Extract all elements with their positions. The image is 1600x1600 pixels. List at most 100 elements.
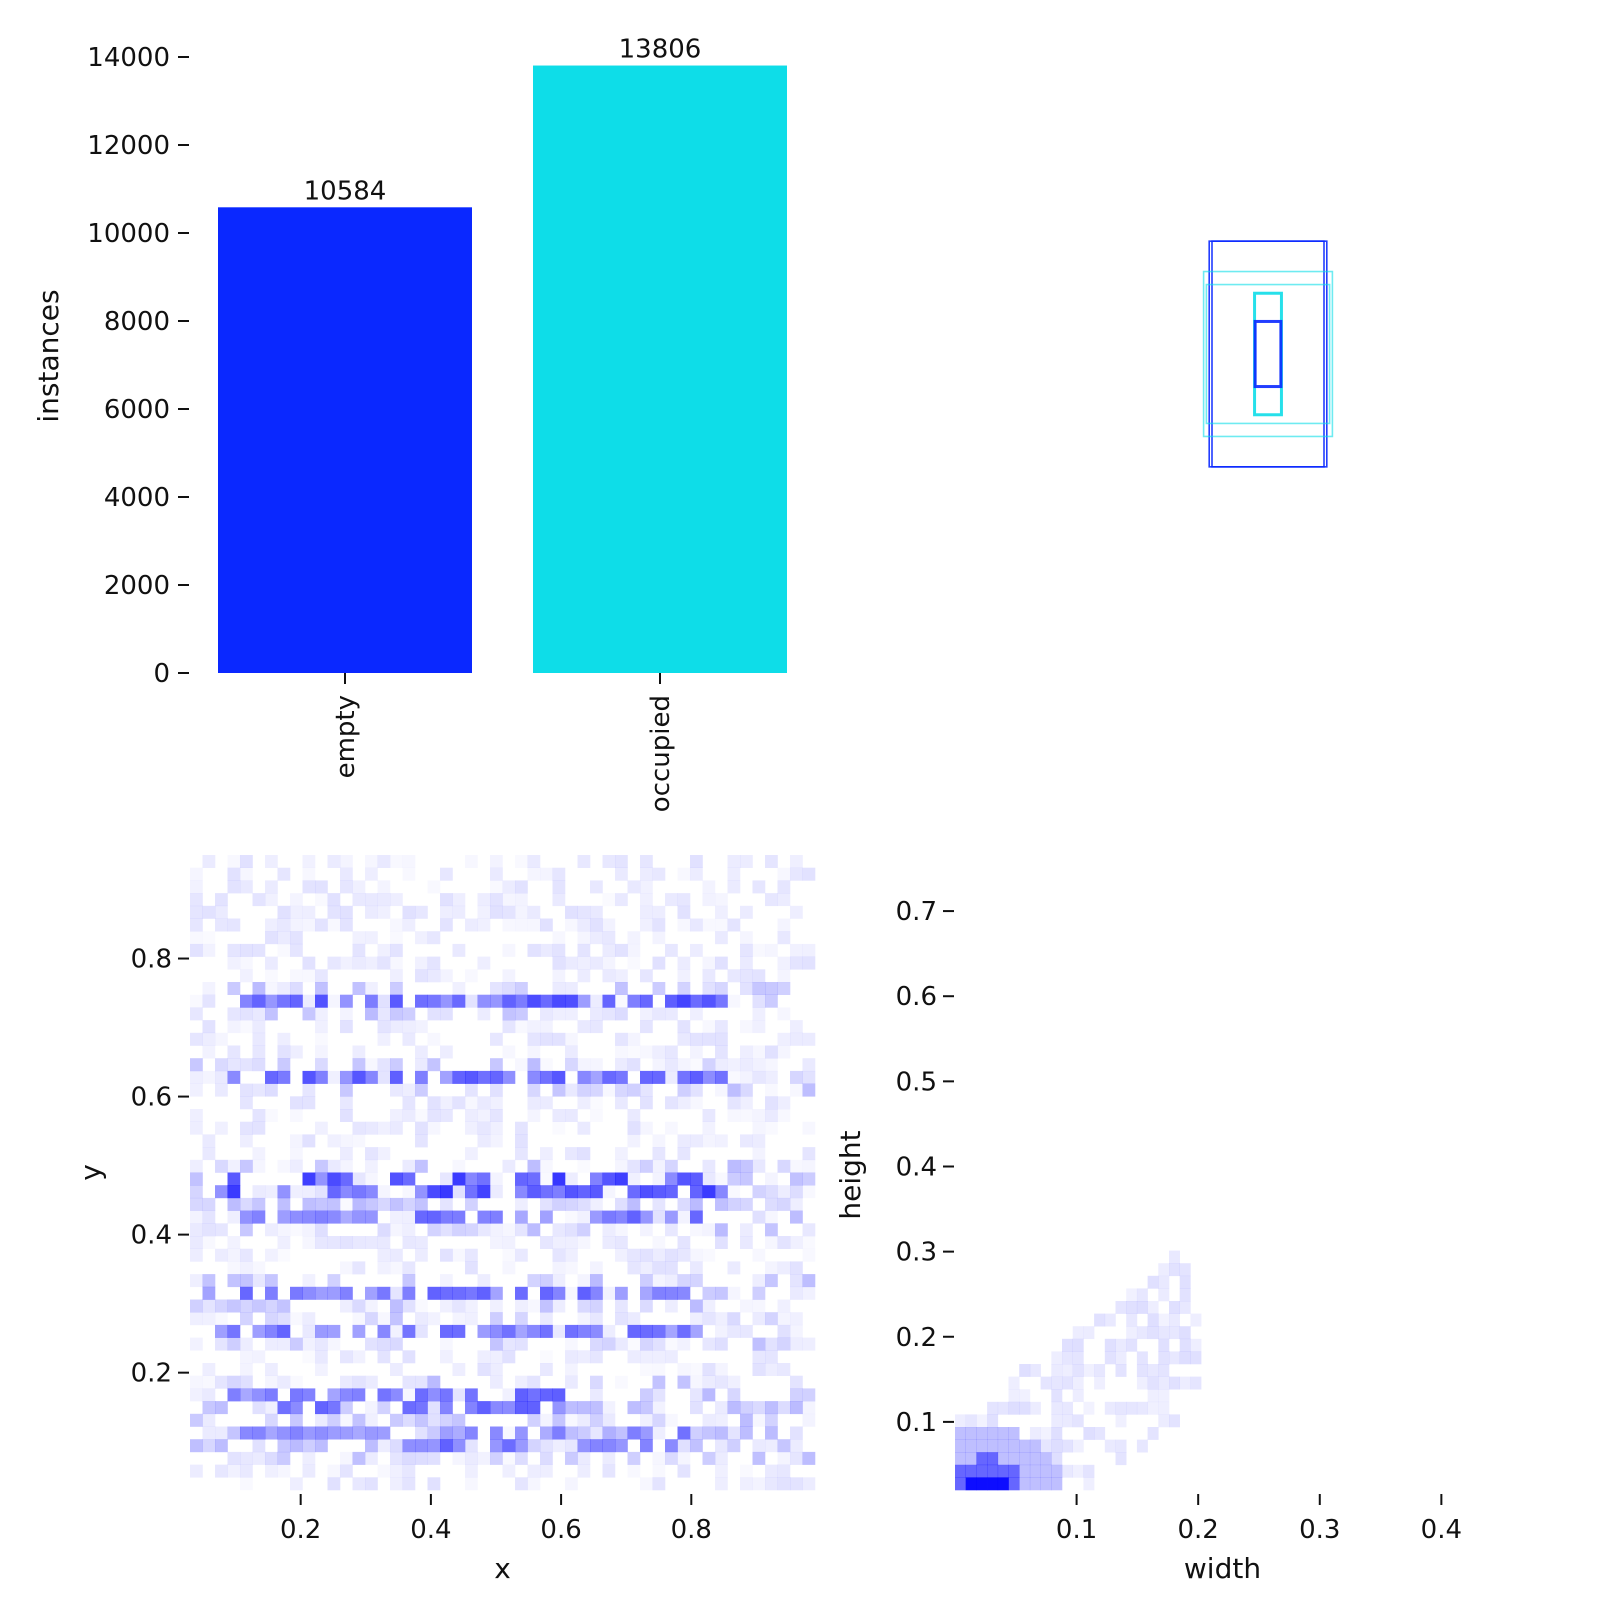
heatmap-cell	[715, 1451, 728, 1465]
anchor-box	[1211, 240, 1325, 468]
heatmap-cell	[777, 1185, 791, 1199]
heatmap-cell	[777, 1032, 791, 1046]
heatmap-cell	[390, 1083, 403, 1097]
heatmap-cell	[615, 1096, 628, 1110]
heatmap-cell	[615, 995, 628, 1008]
heatmap-cell	[490, 893, 503, 907]
heatmap-cell	[702, 1223, 716, 1237]
heatmap-cell	[777, 1312, 791, 1326]
x-tick-label: 0.2	[280, 1515, 321, 1545]
heatmap-cell	[627, 931, 641, 945]
heatmap-cell	[402, 918, 416, 932]
heatmap-cell	[777, 931, 791, 945]
heatmap-cell	[202, 1032, 216, 1046]
heatmap-cell	[790, 1401, 803, 1415]
heatmap-cell	[527, 1223, 541, 1237]
heatmap-cell	[452, 1185, 466, 1199]
heatmap-cell	[377, 1147, 391, 1161]
heatmap-cell	[477, 1363, 491, 1376]
heatmap-cell	[340, 1185, 353, 1199]
heatmap-cell	[540, 1210, 553, 1224]
heatmap-cell	[1158, 1376, 1170, 1390]
heatmap-cell	[590, 1096, 603, 1109]
heatmap-cell	[240, 880, 253, 894]
heatmap-cell	[652, 1413, 666, 1427]
heatmap-cell	[540, 1185, 553, 1199]
heatmap-cell	[377, 1223, 391, 1237]
heatmap-cell	[515, 1058, 528, 1071]
heatmap-cell	[565, 1083, 578, 1097]
heatmap-cell	[365, 1007, 378, 1021]
heatmap-cell	[340, 1350, 353, 1364]
heatmap-cell	[240, 1121, 253, 1135]
heatmap-cell	[627, 1058, 641, 1072]
heatmap-cell	[690, 1388, 703, 1402]
heatmap-cell	[340, 1236, 353, 1249]
heatmap-cell	[602, 969, 616, 983]
heatmap-cell	[202, 1312, 216, 1326]
heatmap-cell	[790, 1451, 803, 1465]
heatmap-cell	[465, 1401, 478, 1415]
heatmap-cell	[790, 943, 803, 957]
heatmap-cell	[790, 1286, 803, 1300]
heatmap-cell	[465, 969, 478, 982]
heatmap-cell	[753, 1300, 766, 1313]
heatmap-cell	[377, 880, 391, 894]
heatmap-cell	[302, 1197, 316, 1211]
heatmap-cell	[590, 1375, 603, 1389]
heatmap-cell	[777, 1299, 791, 1313]
heatmap-cell	[540, 1096, 553, 1110]
y-tick-label: 0.4	[131, 1221, 172, 1251]
heatmap-cell	[615, 1058, 628, 1072]
heatmap-cell	[1115, 1401, 1127, 1415]
heatmap-cell	[565, 1350, 578, 1364]
heatmap-cell	[190, 1070, 203, 1084]
heatmap-cell	[702, 969, 716, 983]
heatmap-cell	[427, 1388, 441, 1402]
heatmap-cell	[290, 1045, 303, 1059]
heatmap-cell	[402, 1286, 416, 1300]
heatmap-cell	[390, 994, 403, 1008]
heatmap-cell	[577, 969, 591, 983]
heatmap-cell	[802, 956, 816, 970]
heatmap-cell	[377, 1236, 391, 1249]
heatmap-cell	[428, 880, 441, 893]
heatmap-cell	[440, 1197, 453, 1211]
heatmap-cell	[427, 1223, 441, 1237]
heatmap-cell	[340, 1210, 353, 1224]
heatmap-cell	[252, 1083, 266, 1097]
heatmap-cell	[1147, 1301, 1159, 1314]
heatmap-cell	[615, 1223, 628, 1236]
heatmap-cell	[627, 1210, 641, 1224]
heatmap-cell	[552, 880, 566, 894]
heatmap-cell	[365, 1401, 378, 1415]
heatmap-cell	[1158, 1389, 1170, 1403]
heatmap-cell	[965, 1439, 977, 1453]
heatmap-cell	[290, 1147, 303, 1160]
heatmap-cell	[215, 1401, 228, 1415]
heatmap-cell	[590, 1426, 603, 1440]
heatmap-cell	[290, 1159, 303, 1173]
heatmap-cell	[427, 969, 441, 983]
heatmap-cell	[665, 1185, 678, 1199]
heatmap-cell	[265, 994, 278, 1008]
heatmap-cell	[365, 893, 378, 907]
heatmap-cell	[490, 1286, 503, 1300]
heatmap-cell	[615, 1083, 628, 1097]
heatmap-cell	[802, 1159, 816, 1173]
heatmap-cell	[665, 1248, 678, 1262]
heatmap-cell	[390, 919, 403, 932]
heatmap-cell	[365, 1147, 378, 1161]
heatmap-cell	[303, 1236, 316, 1249]
heatmap-cell	[377, 1439, 391, 1453]
heatmap-cell	[1147, 1275, 1159, 1289]
heatmap-cell	[740, 943, 753, 957]
heatmap-cell	[490, 1121, 503, 1135]
heatmap-cell	[515, 1337, 528, 1351]
heatmap-cell	[202, 1223, 216, 1237]
heatmap-cell	[690, 943, 703, 957]
heatmap-cell	[802, 1147, 816, 1161]
heatmap-cell	[677, 1324, 691, 1338]
heatmap-cell	[352, 1413, 366, 1427]
heatmap-cell	[202, 1299, 216, 1313]
